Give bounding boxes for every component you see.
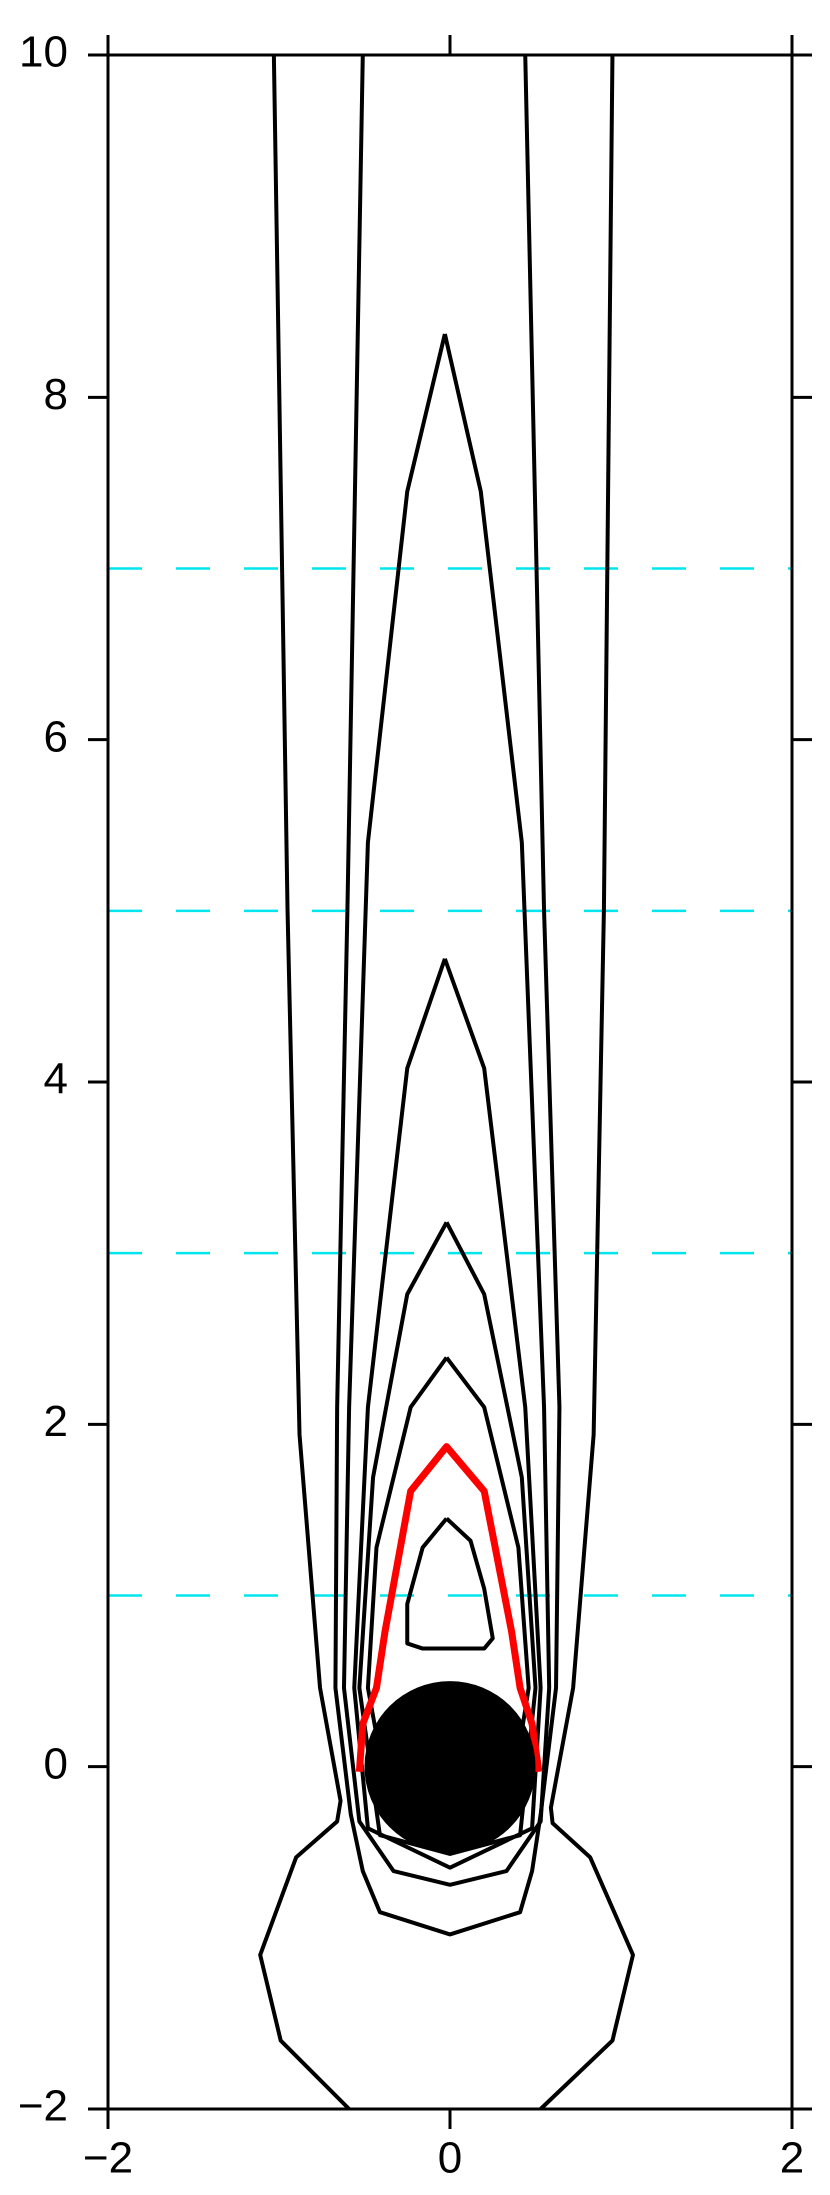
y-tick-label: 10 <box>19 28 68 77</box>
y-tick-label: 8 <box>44 370 68 419</box>
contour-line <box>355 1443 543 1773</box>
disk <box>364 1681 536 1853</box>
y-tick-label: 2 <box>44 1397 68 1446</box>
y-tick-label: 0 <box>44 1739 68 1788</box>
contour-line <box>405 1517 495 1651</box>
x-tick-label: −2 <box>83 2134 133 2183</box>
contour-line <box>352 958 543 1870</box>
contour-line <box>539 54 635 2111</box>
contour-line <box>341 333 552 1887</box>
y-tick-label: −2 <box>18 2082 68 2131</box>
contour-line <box>333 54 562 1937</box>
x-tick-label: 2 <box>780 2134 804 2183</box>
y-tick-label: 4 <box>44 1055 68 1104</box>
contour-line <box>258 54 351 2111</box>
contour-line <box>357 1221 538 1856</box>
x-tick-label: 0 <box>438 2134 462 2183</box>
y-tick-label: 6 <box>44 712 68 761</box>
